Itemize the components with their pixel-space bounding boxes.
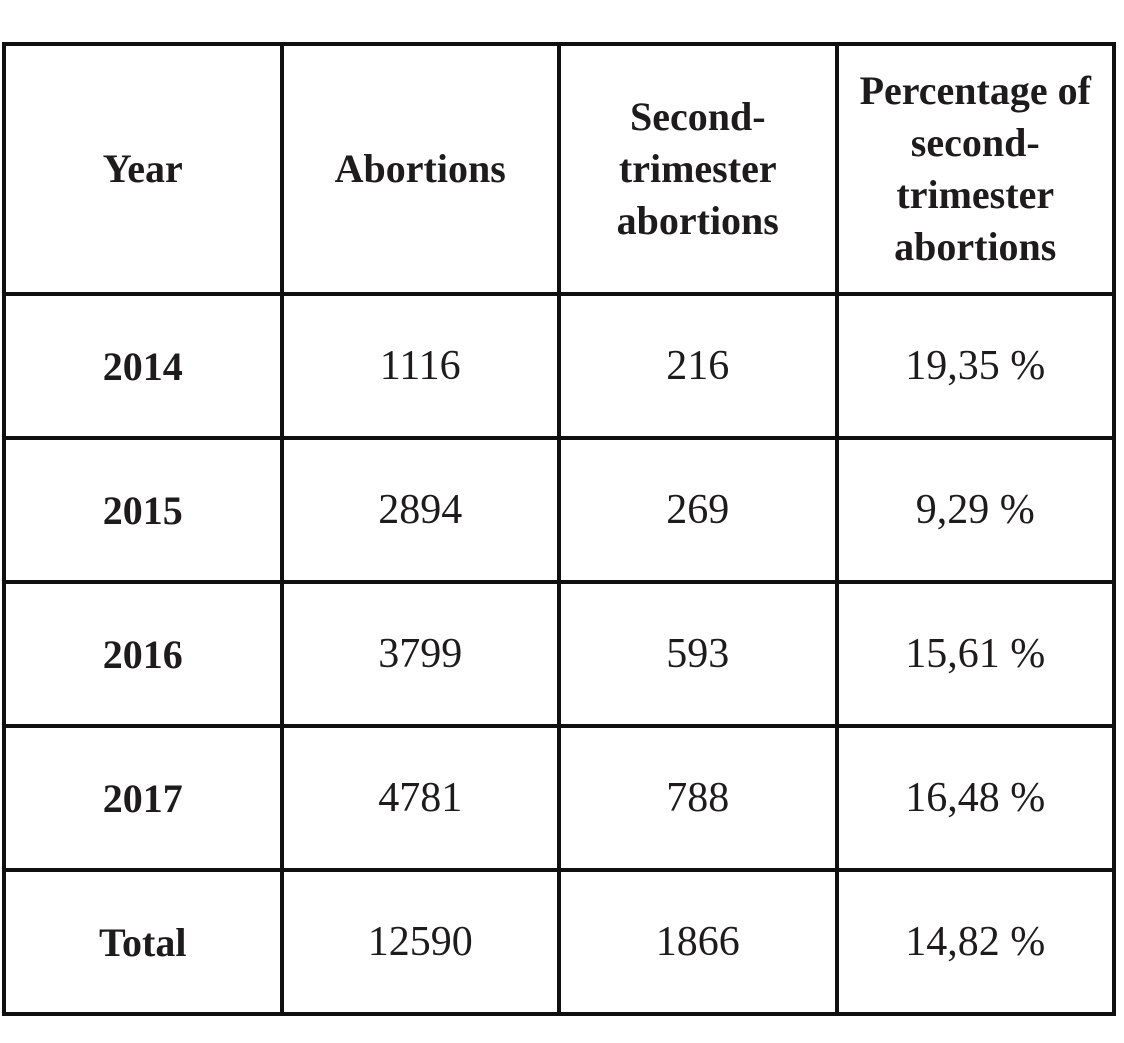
percentage-cell: 16,48 % [834,724,1116,872]
second-trimester-cell: 216 [557,292,839,440]
abortions-cell: 1116 [279,292,561,440]
table-row: 2016 3799 593 15,61 % [2,580,1116,728]
abortions-cell: 2894 [279,436,561,584]
abortions-cell: 3799 [279,580,561,728]
year-cell: 2016 [2,580,284,728]
table-row-total: Total 12590 1866 14,82 % [2,868,1116,1016]
total-second-trimester-cell: 1866 [557,868,839,1016]
table-header: Year Abortions Second-trimester abortion… [2,42,1116,296]
column-header-abortions: Abortions [279,42,561,296]
percentage-cell: 19,35 % [834,292,1116,440]
second-trimester-cell: 593 [557,580,839,728]
total-abortions-cell: 12590 [279,868,561,1016]
second-trimester-cell: 269 [557,436,839,584]
year-cell: 2014 [2,292,284,440]
table-row: 2017 4781 788 16,48 % [2,724,1116,872]
year-cell: 2017 [2,724,284,872]
column-header-percentage-second-trimester: Percentage of second-trimester abortions [834,42,1116,296]
total-label-cell: Total [2,868,284,1016]
percentage-cell: 15,61 % [834,580,1116,728]
year-cell: 2015 [2,436,284,584]
table-row: 2014 1116 216 19,35 % [2,292,1116,440]
column-header-second-trimester-abortions: Second-trimester abortions [557,42,839,296]
total-percentage-cell: 14,82 % [834,868,1116,1016]
table-container: Year Abortions Second-trimester abortion… [2,42,1116,1016]
table-body: 2014 1116 216 19,35 % 2015 2894 269 9,29… [2,292,1116,1016]
abortions-cell: 4781 [279,724,561,872]
table-row: 2015 2894 269 9,29 % [2,436,1116,584]
column-header-year: Year [2,42,284,296]
second-trimester-cell: 788 [557,724,839,872]
abortions-statistics-table: Year Abortions Second-trimester abortion… [2,42,1116,1016]
header-row: Year Abortions Second-trimester abortion… [2,42,1116,296]
percentage-cell: 9,29 % [834,436,1116,584]
